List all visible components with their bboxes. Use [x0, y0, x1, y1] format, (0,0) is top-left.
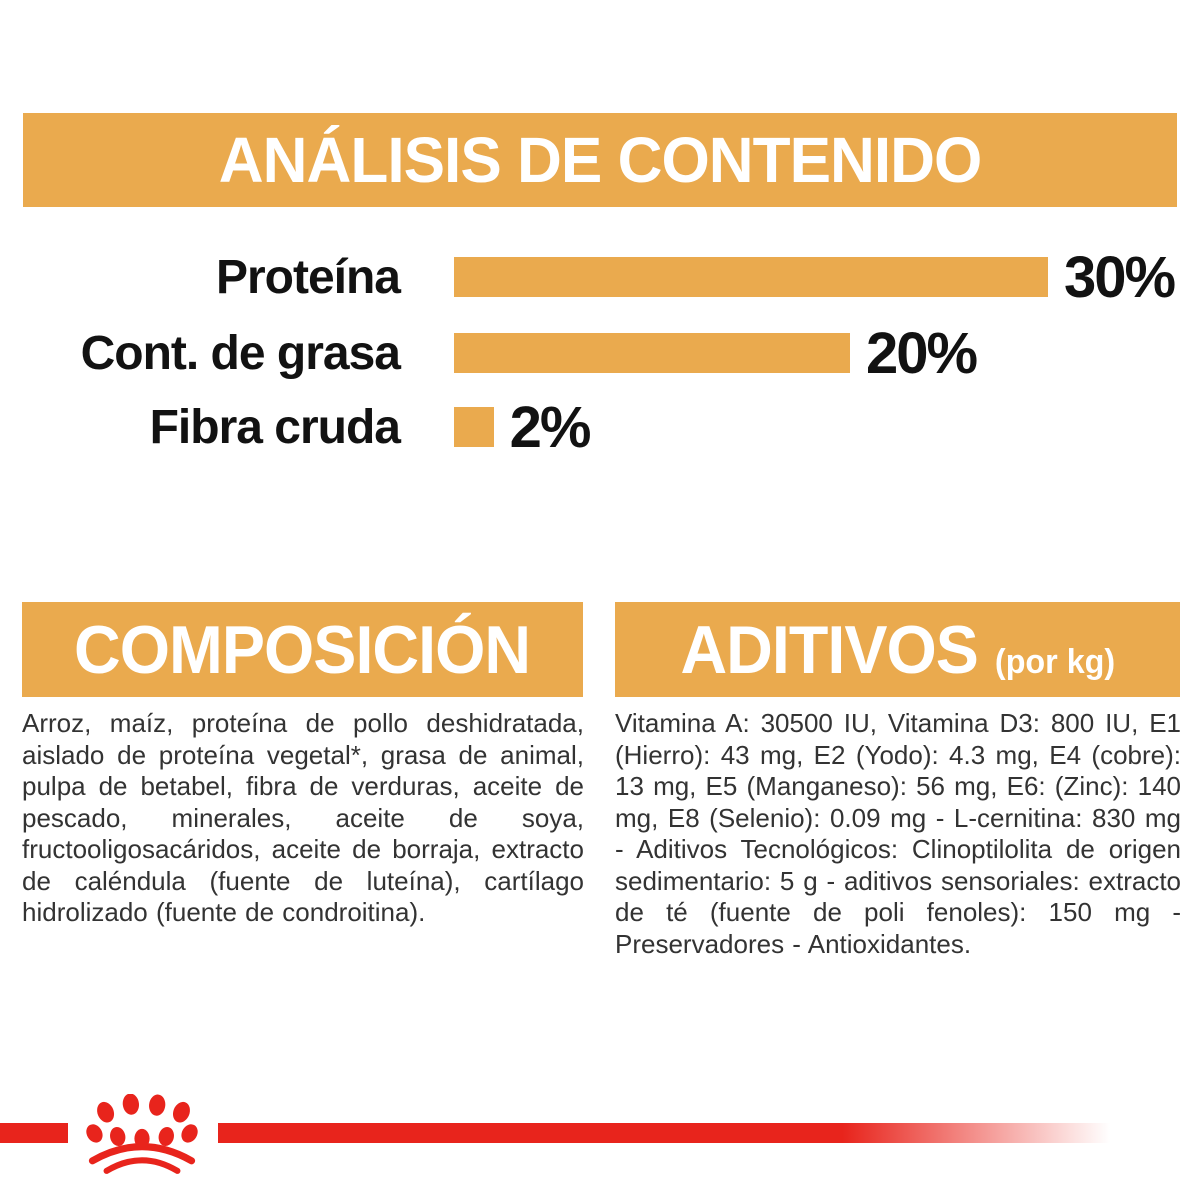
composition-header: COMPOSICIÓN: [22, 602, 583, 697]
content-analysis-banner: ANÁLISIS DE CONTENIDO: [23, 113, 1177, 207]
bar-value-fat: 20%: [866, 320, 978, 386]
additives-header: ADITIVOS (por kg): [615, 602, 1180, 697]
bar-fat: [454, 333, 850, 373]
bar-value-protein: 30%: [1064, 244, 1176, 310]
bar-label-protein: Proteína: [215, 250, 401, 304]
royal-canin-crown-logo: [86, 1094, 198, 1174]
banner-title: ANÁLISIS DE CONTENIDO: [218, 124, 983, 196]
composition-body: Arroz, maíz, proteína de pollo deshidrat…: [22, 708, 584, 927]
bar-label-fiber: Fibra cruda: [149, 400, 401, 454]
brand-rule-left: [0, 1123, 68, 1143]
bar-value-fiber: 2%: [509, 394, 592, 460]
bar-fiber: [454, 407, 494, 447]
chart-row-protein: Proteína 30%: [0, 245, 1176, 310]
chart-row-fat: Cont. de grasa 20%: [0, 321, 979, 386]
additives-title-main: ADITIVOS: [680, 611, 978, 688]
bar-protein: [454, 257, 1048, 297]
composition-title: COMPOSICIÓN: [74, 611, 531, 688]
additives-body: Vitamina A: 30500 IU, Vitamina D3: 800 I…: [615, 708, 1181, 959]
brand-rule-right: [218, 1123, 1110, 1143]
additives-title-suffix: (por kg): [994, 642, 1115, 681]
bar-label-fat: Cont. de grasa: [80, 326, 401, 380]
additives-title: ADITIVOS (por kg): [680, 611, 1115, 689]
chart-row-fiber: Fibra cruda 2%: [0, 395, 592, 460]
